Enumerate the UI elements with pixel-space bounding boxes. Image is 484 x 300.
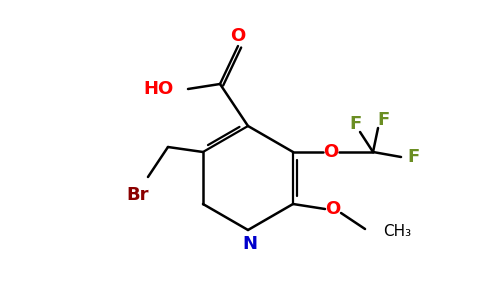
Text: CH₃: CH₃ <box>383 224 411 238</box>
Text: O: O <box>323 143 339 161</box>
Text: O: O <box>325 200 341 218</box>
Text: F: F <box>349 115 361 133</box>
Text: O: O <box>230 27 245 45</box>
Text: N: N <box>242 235 257 253</box>
Text: F: F <box>407 148 419 166</box>
Text: HO: HO <box>144 80 174 98</box>
Text: F: F <box>377 111 389 129</box>
Text: Br: Br <box>127 186 149 204</box>
